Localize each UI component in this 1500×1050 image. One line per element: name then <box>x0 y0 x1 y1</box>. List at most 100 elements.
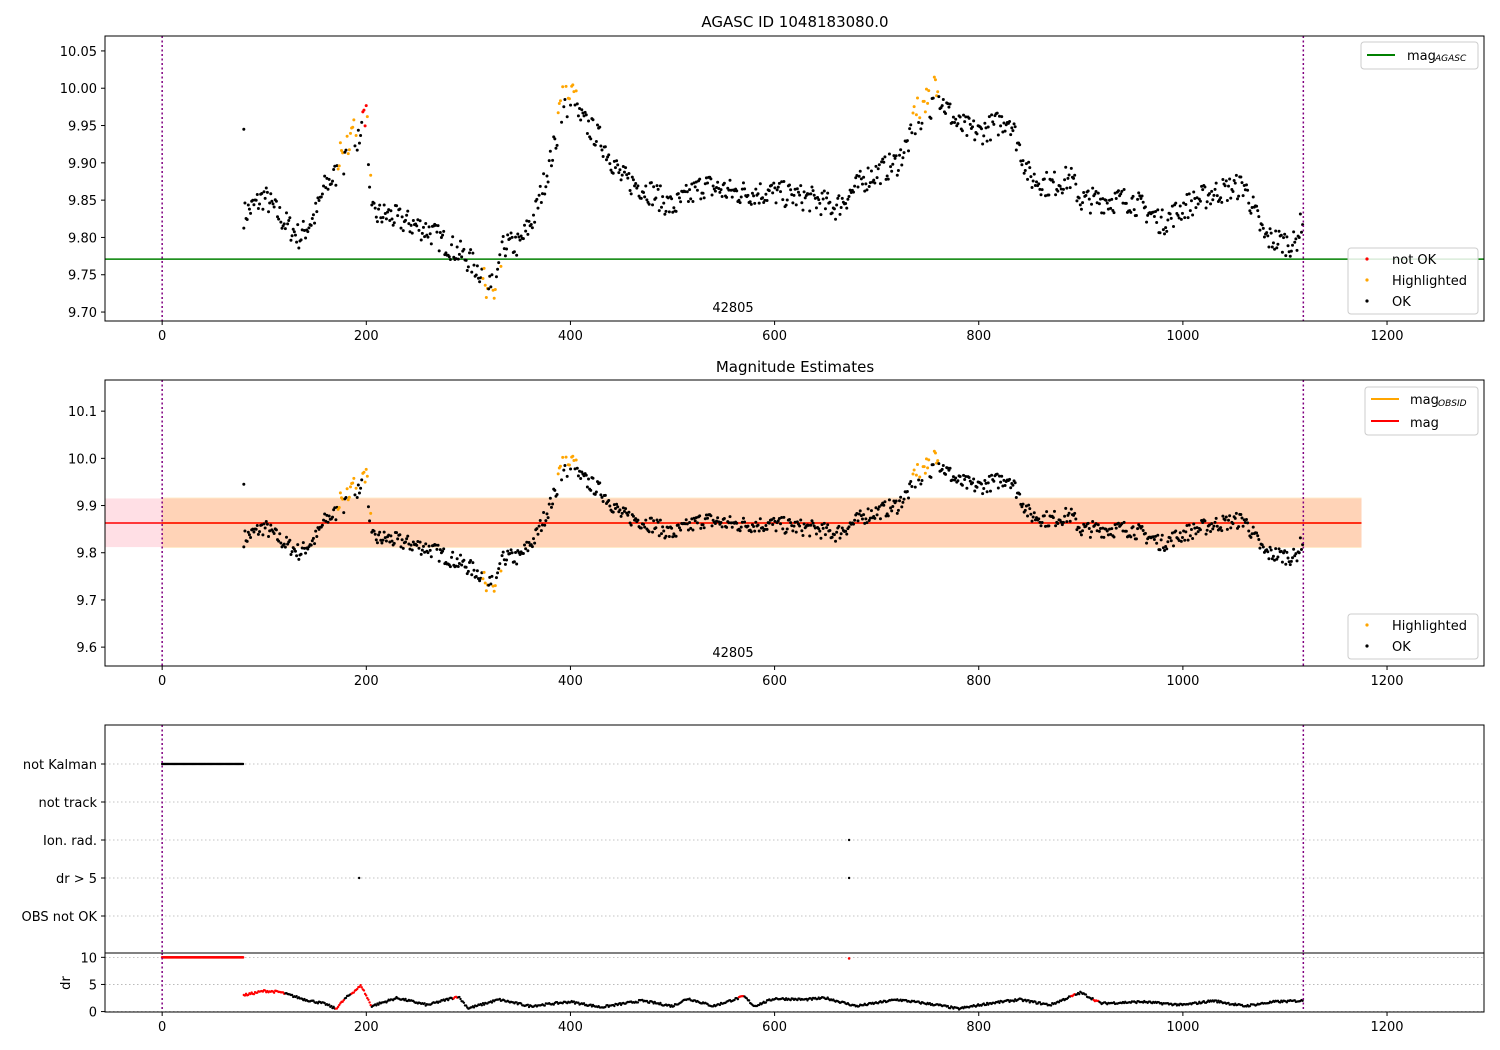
data-point <box>965 486 969 490</box>
data-point <box>506 233 510 237</box>
data-point <box>1201 520 1205 524</box>
data-point <box>382 530 386 534</box>
legend-label: Highlighted <box>1392 274 1467 289</box>
data-point <box>950 478 954 482</box>
x-tick-label: 1200 <box>1370 329 1403 344</box>
data-point <box>340 149 344 153</box>
data-point <box>512 250 516 254</box>
data-point <box>1203 519 1207 523</box>
data-point <box>1282 236 1286 240</box>
data-point <box>909 479 913 483</box>
data-point <box>378 203 382 207</box>
data-point <box>442 229 446 233</box>
data-point <box>426 235 430 239</box>
data-point <box>774 529 778 533</box>
data-point <box>738 201 742 205</box>
data-point <box>676 523 680 527</box>
data-point <box>1061 520 1065 524</box>
data-point <box>1291 243 1295 247</box>
data-point <box>1248 209 1252 213</box>
data-point <box>418 219 422 223</box>
data-point <box>962 473 966 477</box>
data-point <box>565 474 569 478</box>
data-point <box>891 504 895 508</box>
data-point <box>1011 483 1015 487</box>
data-point <box>587 119 591 123</box>
data-point <box>1298 212 1302 216</box>
data-point <box>924 457 928 461</box>
data-point <box>429 242 433 246</box>
data-point <box>789 521 793 525</box>
data-point <box>951 475 955 479</box>
data-point <box>1035 180 1039 184</box>
data-point <box>496 267 500 271</box>
data-point <box>880 160 884 164</box>
data-point <box>782 515 786 519</box>
data-point <box>355 496 359 500</box>
data-point <box>1038 187 1042 191</box>
data-point <box>776 519 780 523</box>
data-point <box>1121 529 1125 533</box>
data-point <box>907 496 911 500</box>
data-point <box>615 502 619 506</box>
y-tick-label: 10 <box>80 951 97 966</box>
data-point <box>767 189 771 193</box>
data-point <box>948 466 952 470</box>
data-point <box>313 542 317 546</box>
data-point <box>698 177 702 181</box>
data-point <box>300 546 304 550</box>
data-point <box>1024 162 1028 166</box>
data-point <box>988 138 992 142</box>
data-point <box>937 95 941 99</box>
data-point <box>290 234 294 238</box>
data-point <box>923 471 927 475</box>
data-point <box>694 180 698 184</box>
data-point <box>503 562 507 566</box>
data-point <box>242 545 246 549</box>
data-point <box>398 533 402 537</box>
data-point <box>1234 511 1238 515</box>
data-point <box>683 522 687 526</box>
data-point <box>812 193 816 197</box>
data-point <box>771 523 775 527</box>
data-point <box>793 187 797 191</box>
x-tick-label: 0 <box>158 1020 166 1035</box>
data-point <box>702 196 706 200</box>
data-point <box>1161 228 1165 232</box>
data-point <box>727 188 731 192</box>
data-point <box>1060 191 1064 195</box>
data-point <box>664 534 668 538</box>
data-point <box>1258 228 1262 232</box>
data-point <box>864 517 868 521</box>
data-point <box>372 201 376 205</box>
data-point <box>639 196 643 200</box>
data-point <box>1073 173 1077 177</box>
data-point <box>1155 220 1159 224</box>
data-point <box>280 226 284 230</box>
data-point <box>600 148 604 152</box>
data-point <box>639 526 643 530</box>
data-point <box>356 483 360 487</box>
data-point <box>808 534 812 538</box>
y-tick-label: 9.9 <box>76 500 97 515</box>
data-point <box>296 223 300 227</box>
data-point <box>873 181 877 185</box>
data-point <box>296 543 300 547</box>
data-point <box>1194 532 1198 536</box>
data-point <box>772 181 776 185</box>
dr-point <box>718 1003 722 1007</box>
data-point <box>549 505 553 509</box>
data-point <box>1035 516 1039 520</box>
data-point <box>472 568 476 572</box>
data-point <box>674 534 678 538</box>
data-point <box>1158 548 1162 552</box>
data-point <box>1152 215 1156 219</box>
dr-point <box>613 1004 616 1008</box>
x-tick-label: 600 <box>762 1020 787 1035</box>
data-point <box>255 524 259 528</box>
data-point <box>954 117 958 121</box>
data-point <box>1251 525 1255 529</box>
data-point <box>1241 194 1245 198</box>
data-point <box>547 502 551 506</box>
data-point <box>1299 230 1303 234</box>
